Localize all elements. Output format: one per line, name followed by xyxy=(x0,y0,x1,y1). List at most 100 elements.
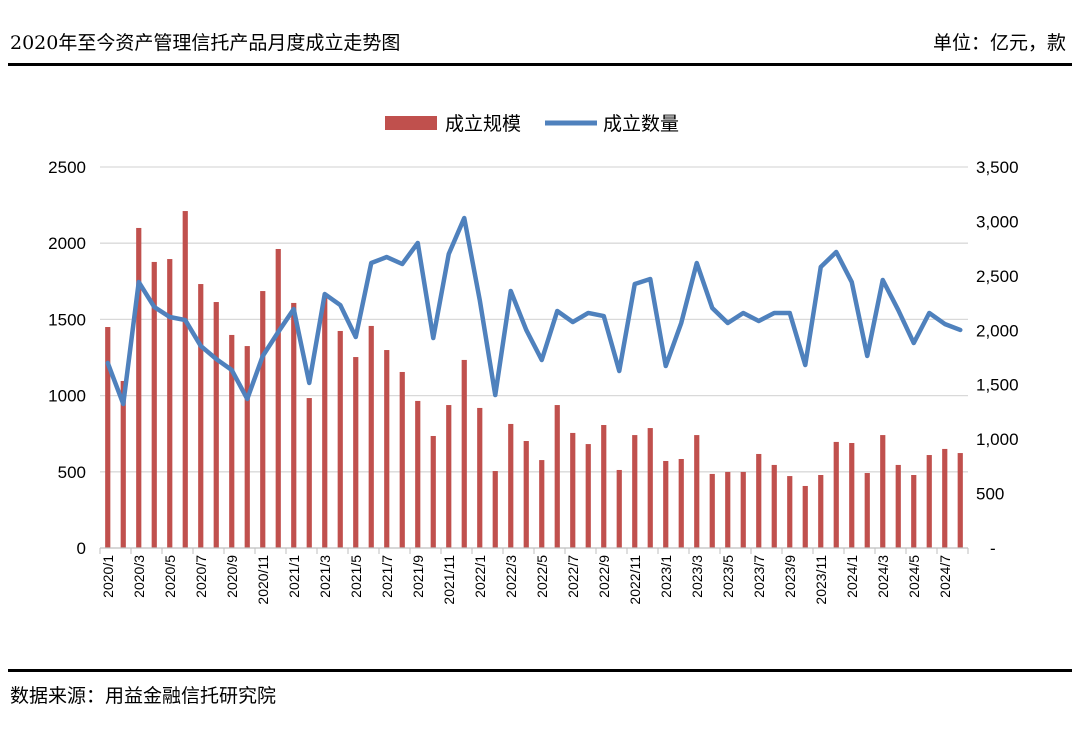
bottom-rule xyxy=(8,669,1072,672)
bar-2023/3 xyxy=(694,435,700,548)
bar-2024/4 xyxy=(895,464,901,548)
x-tick-label: 2023/9 xyxy=(782,555,798,598)
bar-2022/12 xyxy=(647,428,653,548)
right-tick-label: 2,500 xyxy=(976,267,1019,286)
chart-title: 2020年至今资产管理信托产品月度成立走势图 xyxy=(10,32,401,54)
bar-2021/10 xyxy=(430,435,436,548)
bar-2020/12 xyxy=(275,248,281,548)
bar-2023/6 xyxy=(740,471,746,548)
bar-2021/9 xyxy=(415,400,421,548)
right-tick-label: 3,000 xyxy=(976,212,1019,231)
bar-2020/6 xyxy=(182,211,188,549)
right-tick-label: 500 xyxy=(976,485,1004,504)
bar-2020/2 xyxy=(120,380,126,548)
legend-label-bar: 成立规模 xyxy=(445,113,521,135)
bar-2020/3 xyxy=(136,227,142,548)
bar-2022/5 xyxy=(539,460,545,548)
bar-2022/2 xyxy=(492,471,498,548)
legend-swatch-bar xyxy=(385,116,437,130)
bar-2022/8 xyxy=(585,444,591,548)
bar-2022/1 xyxy=(477,407,483,548)
left-tick-label: 500 xyxy=(58,463,86,482)
x-tick-label: 2021/5 xyxy=(348,555,364,598)
unit-label: 单位：亿元，款 xyxy=(932,32,1066,54)
bar-2020/10 xyxy=(244,346,250,548)
bar-2021/5 xyxy=(353,357,359,548)
bar-2021/6 xyxy=(368,325,374,548)
bar-2020/1 xyxy=(105,327,111,548)
bar-2021/2 xyxy=(306,398,312,548)
bar-2020/8 xyxy=(213,302,219,548)
legend-label-line: 成立数量 xyxy=(603,113,679,135)
bar-2021/11 xyxy=(446,405,452,548)
x-tick-label: 2024/7 xyxy=(937,555,953,598)
x-tick-label: 2020/11 xyxy=(255,555,271,605)
x-tick-label: 2022/3 xyxy=(503,555,519,598)
bar-2024/5 xyxy=(911,475,917,548)
bar-2022/11 xyxy=(632,435,638,548)
bar-2023/8 xyxy=(771,464,777,548)
x-tick-label: 2022/9 xyxy=(596,555,612,598)
x-tick-label: 2023/7 xyxy=(751,555,767,598)
bar-2023/2 xyxy=(678,458,684,548)
x-tick-label: 2024/5 xyxy=(906,555,922,598)
x-tick-label: 2021/7 xyxy=(379,555,395,598)
x-tick-label: 2022/1 xyxy=(472,555,488,598)
bar-2023/1 xyxy=(663,460,669,548)
bar-2021/3 xyxy=(322,296,328,548)
x-tick-label: 2021/1 xyxy=(286,555,302,598)
bar-2024/7 xyxy=(942,448,948,548)
bar-2020/11 xyxy=(260,291,266,548)
bar-2021/8 xyxy=(399,371,405,548)
x-tick-label: 2020/9 xyxy=(224,555,240,598)
right-tick-label: 3,500 xyxy=(976,158,1019,177)
left-tick-label: 1500 xyxy=(48,310,86,329)
bar-2023/11 xyxy=(818,475,824,548)
x-tick-label: 2023/3 xyxy=(689,555,705,598)
x-tick-label: 2020/1 xyxy=(100,555,116,598)
x-tick-label: 2021/11 xyxy=(441,555,457,605)
bar-2020/5 xyxy=(167,259,173,548)
x-tick-label: 2023/11 xyxy=(813,555,829,605)
bar-2023/12 xyxy=(833,441,839,548)
x-tick-label: 2024/1 xyxy=(844,555,860,598)
x-tick-label: 2023/1 xyxy=(658,555,674,598)
bar-2020/7 xyxy=(198,284,204,548)
bar-2023/10 xyxy=(802,485,808,548)
bar-2021/7 xyxy=(384,350,390,548)
x-tick-label: 2022/5 xyxy=(534,555,550,598)
right-tick-label: 2,000 xyxy=(976,321,1019,340)
x-tick-label: 2020/5 xyxy=(162,555,178,598)
bar-2022/3 xyxy=(508,423,514,548)
bar-2024/8 xyxy=(957,453,963,548)
bar-2022/9 xyxy=(601,425,607,548)
x-tick-label: 2022/11 xyxy=(627,555,643,605)
bar-2022/7 xyxy=(570,432,576,548)
bar-2024/3 xyxy=(880,435,886,548)
x-tick-label: 2023/5 xyxy=(720,555,736,598)
bar-2022/6 xyxy=(554,405,560,548)
line-series-count xyxy=(105,215,963,407)
right-tick-label: 1,500 xyxy=(976,376,1019,395)
bar-2023/9 xyxy=(787,476,793,548)
bar-2023/5 xyxy=(725,471,731,548)
x-tick-label: 2022/7 xyxy=(565,555,581,598)
bar-2021/4 xyxy=(337,330,343,548)
x-tick-label: 2020/7 xyxy=(193,555,209,598)
left-tick-label: 0 xyxy=(77,539,86,558)
bar-2023/4 xyxy=(709,473,715,548)
bar-2020/4 xyxy=(151,261,157,548)
left-tick-label: 2000 xyxy=(48,234,86,253)
source-note: 数据来源：用益金融信托研究院 xyxy=(10,685,277,707)
right-tick-label: 1,000 xyxy=(976,430,1019,449)
bar-2023/7 xyxy=(756,453,762,548)
x-tick-label: 2024/3 xyxy=(875,555,891,598)
left-tick-label: 1000 xyxy=(48,387,86,406)
legend: 成立规模 成立数量 xyxy=(385,113,679,135)
top-rule xyxy=(8,63,1072,66)
bar-2020/9 xyxy=(229,334,235,548)
bar-2022/10 xyxy=(616,469,622,548)
bar-2024/2 xyxy=(864,473,870,548)
bar-2024/6 xyxy=(926,455,932,548)
